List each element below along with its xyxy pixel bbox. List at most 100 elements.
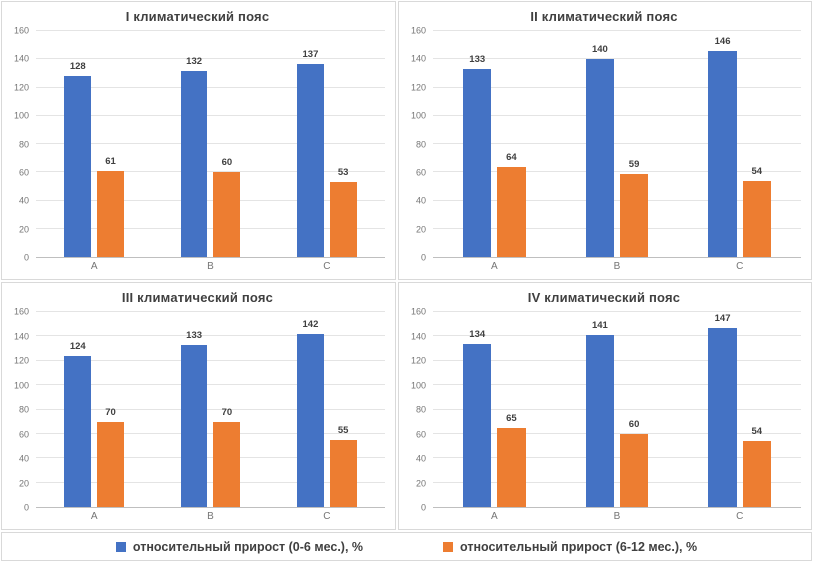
- bar-series-6-12: 70: [97, 407, 124, 507]
- gridline: [36, 384, 385, 386]
- chart-body: 0 20 40 60 80 100 120 140 160 128 61 132 60 137 53: [10, 26, 385, 262]
- y-tick-label: 20: [415, 224, 426, 235]
- bar-series-6-12: 60: [620, 419, 649, 507]
- y-tick-label: 0: [23, 252, 29, 263]
- gridline: [36, 30, 385, 31]
- x-axis: A B C: [433, 508, 801, 525]
- bar-group: 147 54: [678, 312, 801, 507]
- gridline: [433, 432, 801, 434]
- x-category-label: C: [323, 511, 331, 522]
- bar-value-label: 70: [105, 406, 116, 418]
- y-tick-label: 80: [415, 139, 426, 149]
- y-tick-label: 40: [18, 195, 29, 206]
- bar-groups: 133 64 140 59 146 54: [433, 31, 801, 257]
- y-tick-label: 60: [18, 429, 29, 439]
- bar-series-0-6: 128: [64, 61, 92, 257]
- bar-value-label: 146: [714, 35, 731, 47]
- bar-group: 141 60: [556, 312, 679, 507]
- gridline: [433, 359, 801, 361]
- bar-value-label: 60: [221, 157, 233, 169]
- x-axis: A B C: [433, 258, 801, 275]
- bar-series-0-6: 124: [64, 341, 92, 507]
- y-axis: 0 20 40 60 80 100 120 140 160: [407, 26, 433, 262]
- gridline: [36, 58, 385, 60]
- bar-series-0-6: 132: [180, 56, 208, 257]
- gridline: [433, 199, 801, 201]
- y-tick-label: 140: [13, 331, 29, 341]
- legend-label: относительный прирост (0-6 мес.), %: [132, 539, 364, 554]
- gridline: [433, 171, 801, 173]
- gridline: [36, 335, 385, 337]
- bar-group: 133 64: [433, 31, 556, 257]
- x-category-label: B: [207, 261, 214, 272]
- y-tick-label: 60: [18, 167, 29, 178]
- y-tick-label: 80: [415, 404, 426, 415]
- gridline: [433, 227, 801, 229]
- bar-value-label: 134: [469, 328, 486, 340]
- y-tick-label: 40: [415, 195, 426, 206]
- chart-panel-zone-2: II климатический пояс 0 20 40 60 80 100 120 140…: [398, 1, 812, 280]
- y-tick-label: 160: [410, 306, 426, 317]
- y-tick-label: 160: [410, 25, 426, 36]
- x-category-label: C: [736, 261, 744, 272]
- bar-groups: 134 65 141 60 147 54: [433, 312, 801, 507]
- y-tick-label: 120: [410, 82, 426, 93]
- x-category-label: A: [90, 511, 98, 522]
- gridline: [433, 481, 801, 483]
- y-tick-label: 40: [415, 453, 426, 464]
- x-category-label: C: [323, 261, 331, 272]
- gridline: [36, 457, 385, 459]
- gridline: [433, 457, 801, 459]
- plot-area: 128 61 132 60 137 53: [36, 30, 385, 258]
- gridline: [36, 432, 385, 434]
- chart-body: 0 20 40 60 80 100 120 140 160 133 64 140 59 146 54: [407, 26, 801, 262]
- y-tick-label: 20: [18, 224, 29, 235]
- gridline: [433, 143, 801, 144]
- bar-value-label: 128: [69, 61, 86, 73]
- gridline: [36, 114, 385, 116]
- bar-value-label: 140: [591, 44, 608, 56]
- charts-grid: I климатический пояс 0 20 40 60 80 100 120 140 1…: [1, 1, 812, 530]
- bar-series-0-6: 134: [463, 329, 492, 507]
- gridline: [433, 114, 801, 116]
- bar-group: 132 60: [152, 31, 268, 257]
- bar-value-label: 70: [221, 406, 233, 418]
- gridline: [36, 227, 385, 229]
- y-axis: 0 20 40 60 80 100 120 140 160: [10, 307, 36, 512]
- y-tick-label: 120: [13, 82, 29, 93]
- gridline: [36, 481, 385, 483]
- y-tick-label: 100: [410, 110, 426, 121]
- bar-value-label: 137: [302, 48, 319, 60]
- legend: относительный прирост (0-6 мес.), % отно…: [1, 532, 812, 561]
- bar-series-0-6: 140: [585, 44, 614, 257]
- gridline: [433, 58, 801, 60]
- chart-body: 0 20 40 60 80 100 120 140 160 134 65 141 60 147 54: [407, 307, 801, 512]
- bar-groups: 128 61 132 60 137 53: [36, 31, 385, 257]
- bar-series-0-6: 141: [585, 320, 614, 507]
- bar-value-label: 53: [337, 167, 349, 179]
- gridline: [36, 171, 385, 173]
- plot-area: 124 70 133 70 142 55: [36, 311, 385, 508]
- bar-group: 137 53: [269, 31, 385, 257]
- bar-series-6-12: 54: [742, 426, 771, 507]
- bar-value-label: 59: [628, 158, 640, 170]
- bar-value-label: 133: [186, 329, 203, 341]
- gridline: [433, 86, 801, 88]
- bar-group: 146 54: [678, 31, 801, 257]
- y-axis: 0 20 40 60 80 100 120 140 160: [407, 307, 433, 512]
- y-tick-label: 120: [410, 355, 426, 366]
- y-tick-label: 120: [13, 355, 29, 366]
- bar-group: 133 70: [152, 312, 268, 507]
- legend-swatch-orange-icon: [443, 541, 454, 552]
- y-tick-label: 60: [415, 429, 426, 439]
- gridline: [433, 311, 801, 312]
- bar-group: 128 61: [36, 31, 152, 257]
- bar-value-label: 141: [591, 320, 608, 332]
- y-tick-label: 80: [18, 139, 29, 149]
- gridline: [36, 199, 385, 201]
- bar-value-label: 142: [302, 318, 319, 330]
- y-tick-label: 100: [13, 110, 29, 121]
- gridline: [36, 359, 385, 361]
- bar-group: 124 70: [36, 312, 152, 507]
- bar-value-label: 132: [186, 55, 203, 67]
